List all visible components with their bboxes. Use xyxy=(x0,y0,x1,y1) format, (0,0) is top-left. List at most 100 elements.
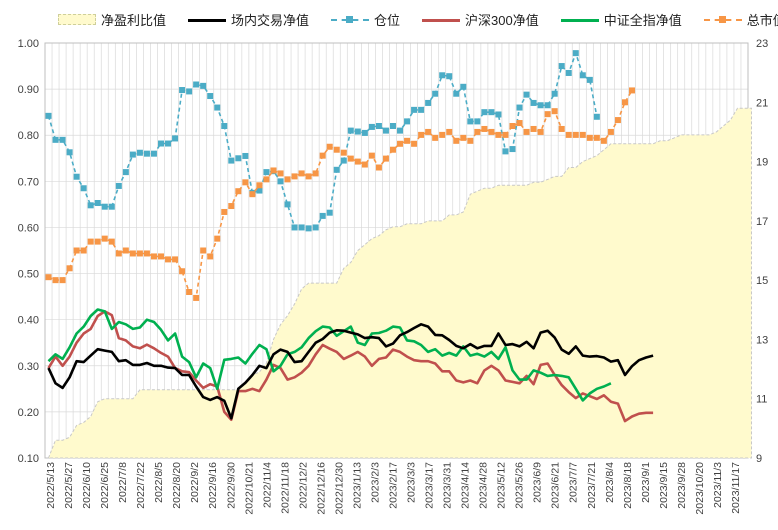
series-line-position-marker xyxy=(565,69,572,76)
series-line-market-value-marker xyxy=(228,203,235,210)
series-line-exchange-nav xyxy=(47,323,654,420)
series-line-position-marker xyxy=(193,81,200,88)
series-line-market-value-marker xyxy=(150,253,157,260)
series-line-position-marker xyxy=(87,202,94,209)
series-line-market-value-marker xyxy=(572,131,579,138)
series-line-market-value-marker xyxy=(52,277,59,284)
series-line-market-value-marker xyxy=(404,137,411,144)
legend-area: 净盈利比值 xyxy=(58,10,166,29)
x-tick-label: 2022/12/16 xyxy=(315,462,327,515)
series-line-market-value-marker xyxy=(621,99,628,106)
series-line-market-value-marker xyxy=(460,134,467,141)
legend-mktval-swatch xyxy=(703,15,742,25)
series-line-position-marker xyxy=(425,99,432,106)
x-tick-label: 2023/3/17 xyxy=(424,462,436,509)
series-line-position-marker xyxy=(347,127,354,134)
series-line-position-marker xyxy=(467,118,474,125)
series-line-market-value-marker xyxy=(45,274,52,281)
series-line-position-marker xyxy=(474,118,481,125)
y-right-tick-label: 17 xyxy=(756,216,768,228)
legend-exchange-label: 场内交易净值 xyxy=(231,13,310,28)
series-line-market-value-marker xyxy=(172,256,179,263)
series-line-position-marker xyxy=(593,113,600,120)
series-line-market-value-marker xyxy=(66,265,73,272)
x-tick-label: 2022/6/10 xyxy=(81,462,93,509)
series-line-position-marker xyxy=(256,187,263,194)
series-line-position-marker xyxy=(326,209,333,216)
series-line-market-value-marker xyxy=(375,164,382,171)
series-line-market-value-marker xyxy=(263,176,270,183)
y-left-tick-label: 0.50 xyxy=(18,269,39,281)
series-line-market-value-marker xyxy=(558,125,565,132)
legend-mktval: 总市值 xyxy=(703,10,778,29)
series-line-position-marker xyxy=(411,106,418,113)
x-tick-label: 2022/9/2 xyxy=(189,462,201,503)
series-line-zzqz-nav xyxy=(47,308,612,402)
series-line-market-value-marker xyxy=(312,170,319,177)
series-line-market-value-marker xyxy=(193,294,200,301)
series-line-position-marker xyxy=(481,109,488,116)
series-line-market-value-marker xyxy=(481,125,488,132)
x-tick-label: 2022/8/5 xyxy=(153,462,165,503)
series-line-position-marker xyxy=(551,90,558,97)
series-line-market-value-marker xyxy=(579,131,586,138)
series-line-market-value-marker xyxy=(354,158,361,165)
series-line-market-value-marker xyxy=(418,131,425,138)
x-tick-label: 2022/11/4 xyxy=(261,462,273,508)
legend-hs300-swatch xyxy=(422,15,461,25)
legend-area-label: 净盈利比值 xyxy=(101,13,167,28)
y-right-tick-label: 15 xyxy=(756,275,768,287)
series-line-position-marker xyxy=(439,72,446,79)
x-tick-label: 2023/3/31 xyxy=(442,462,454,509)
series-line-market-value-marker xyxy=(488,128,495,135)
series-line-market-value-marker xyxy=(108,238,115,245)
series-area-net-profit-ratio xyxy=(47,107,753,459)
series-line-position-marker xyxy=(115,182,122,189)
series-line-market-value-marker xyxy=(453,137,460,144)
x-tick-label: 2022/5/27 xyxy=(63,462,75,509)
series-line-market-value-marker xyxy=(200,247,207,254)
series-line-market-value-marker xyxy=(347,155,354,162)
series-line-position-marker xyxy=(129,151,136,158)
series-line-position-marker xyxy=(572,50,579,57)
series-line-position-marker xyxy=(558,63,565,70)
y-left-tick-label: 0.40 xyxy=(18,315,39,327)
series-line-position-marker xyxy=(101,203,108,210)
legend-zzqz-label: 中证全指净值 xyxy=(603,13,682,28)
y-left-tick-label: 0.30 xyxy=(18,361,39,373)
series-line-market-value-marker xyxy=(186,289,193,295)
series-line-market-value-marker xyxy=(607,128,614,135)
legend-hs300: 沪深300净值 xyxy=(422,10,539,29)
series-line-position-marker xyxy=(52,136,59,143)
legend-area-swatch xyxy=(58,14,96,25)
series-line-market-value-marker xyxy=(565,131,572,138)
x-tick-label: 2023/9/1 xyxy=(640,462,652,503)
series-line-position-marker xyxy=(150,150,157,157)
series-line-market-value-marker xyxy=(439,131,446,138)
series-line-position-marker xyxy=(108,203,115,210)
series-line-position-marker xyxy=(291,224,298,231)
x-tick-label: 2023/7/7 xyxy=(568,462,580,503)
series-line-position-marker xyxy=(305,225,312,232)
y-left-tick-label: 0.10 xyxy=(18,453,39,465)
x-tick-label: 2023/8/18 xyxy=(622,462,634,509)
series-line-position-marker xyxy=(354,128,361,135)
series-line-market-value-marker xyxy=(291,173,298,180)
series-line-market-value-marker xyxy=(129,250,136,257)
series-line-position-marker xyxy=(368,123,375,130)
series-line-market-value-marker xyxy=(495,131,502,138)
legend-position: 仓位 xyxy=(331,10,400,29)
chart-legend: 净盈利比值 场内交易净值 仓位 沪深300净值 中证全指净值 总市值 xyxy=(58,10,778,29)
series-line-market-value-marker xyxy=(298,170,305,177)
series-line-position-marker xyxy=(157,140,164,147)
x-tick-label: 2022/10/21 xyxy=(243,462,255,515)
series-line-position-marker xyxy=(143,150,150,157)
series-line-market-value-marker xyxy=(80,247,87,254)
series-line-market-value-marker xyxy=(270,167,277,174)
series-line-market-value-marker xyxy=(340,149,347,156)
series-line-market-value-marker xyxy=(474,128,481,135)
series-line-market-value-marker xyxy=(411,140,418,147)
series-line-market-value-marker xyxy=(629,87,636,94)
series-line-position-marker xyxy=(389,123,396,129)
x-tick-label: 2022/11/18 xyxy=(279,462,291,514)
